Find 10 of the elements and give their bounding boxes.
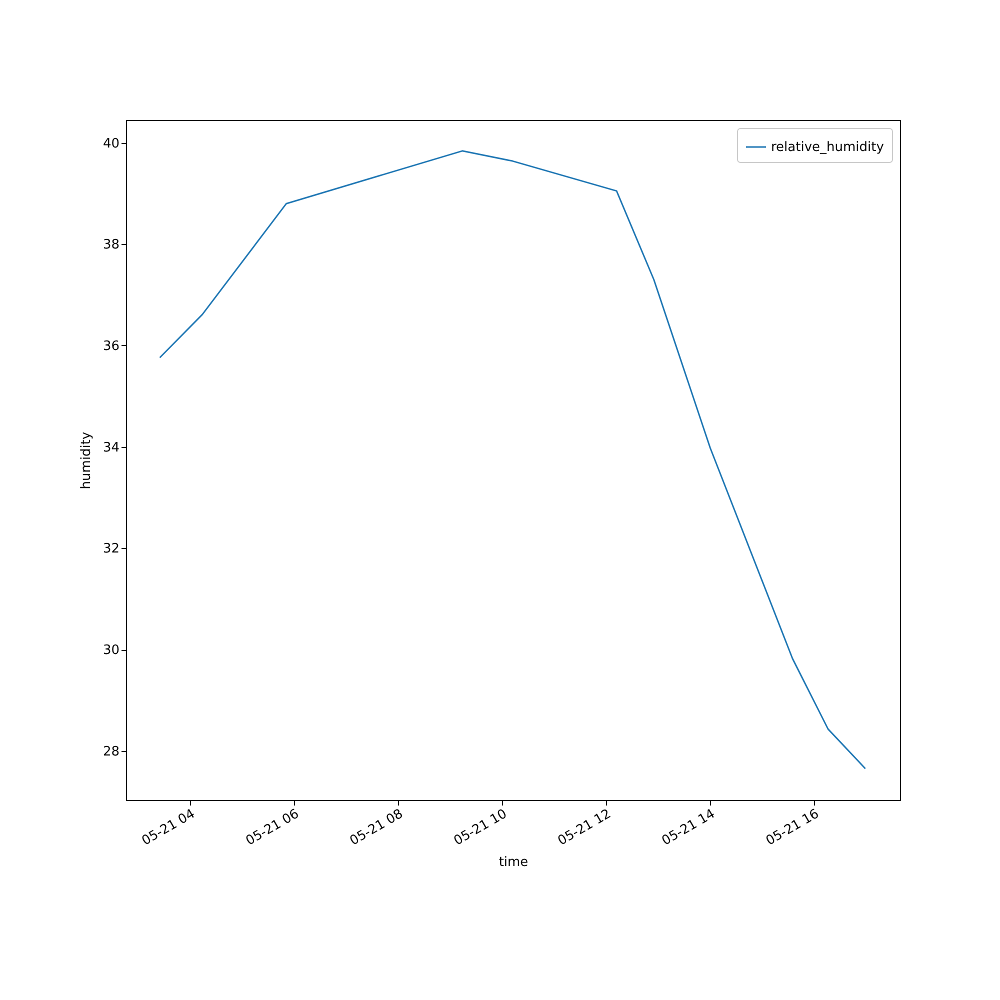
y-tick-label: 34 <box>102 440 120 456</box>
y-tick-label: 32 <box>102 542 120 557</box>
y-tick-label: 30 <box>102 643 120 658</box>
y-axis-title: humidity <box>78 431 94 490</box>
legend-label: relative_humidity <box>771 140 884 155</box>
y-tick-label: 36 <box>102 338 120 354</box>
y-tick-label: 40 <box>102 136 120 152</box>
y-tick-label: 28 <box>102 744 120 760</box>
y-tick-label: 38 <box>102 238 120 253</box>
x-axis-title: time <box>498 854 528 870</box>
